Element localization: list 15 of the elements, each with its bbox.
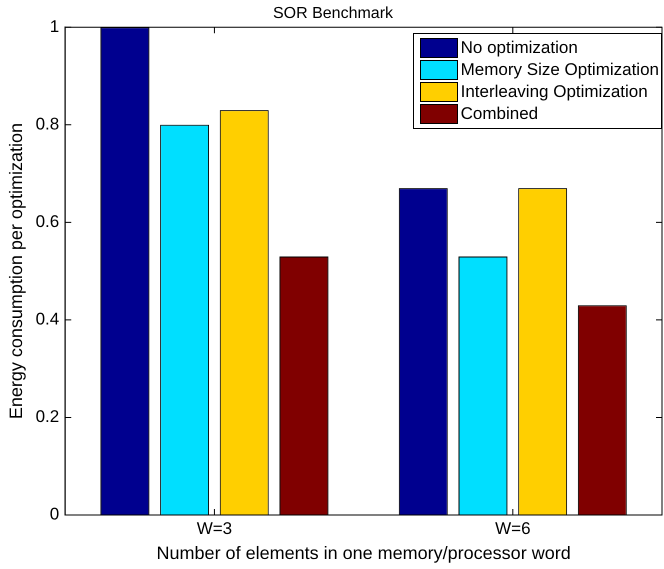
legend-label: Interleaving Optimization [460, 81, 648, 104]
x-tick-label: W=3 [196, 518, 232, 538]
y-tick-label: 1 [50, 16, 60, 36]
y-axis-title: Energy consumption per optimization [6, 123, 26, 420]
x-tick-label: W=6 [495, 518, 531, 538]
chart-title: SOR Benchmark [272, 5, 394, 22]
y-tick-label: 0.2 [36, 407, 60, 426]
y-tick-label: 0.4 [36, 310, 60, 329]
y-tick-label: 0.8 [36, 114, 60, 134]
y-tick-label: 0.6 [36, 212, 60, 232]
legend-label: No optimization [460, 37, 578, 60]
y-tick-label: 0 [50, 504, 60, 524]
legend-label: Combined [460, 103, 538, 126]
x-axis-title: Number of elements in one memory/processor word [156, 543, 571, 564]
legend-label: Memory Size Optimization [460, 59, 659, 82]
